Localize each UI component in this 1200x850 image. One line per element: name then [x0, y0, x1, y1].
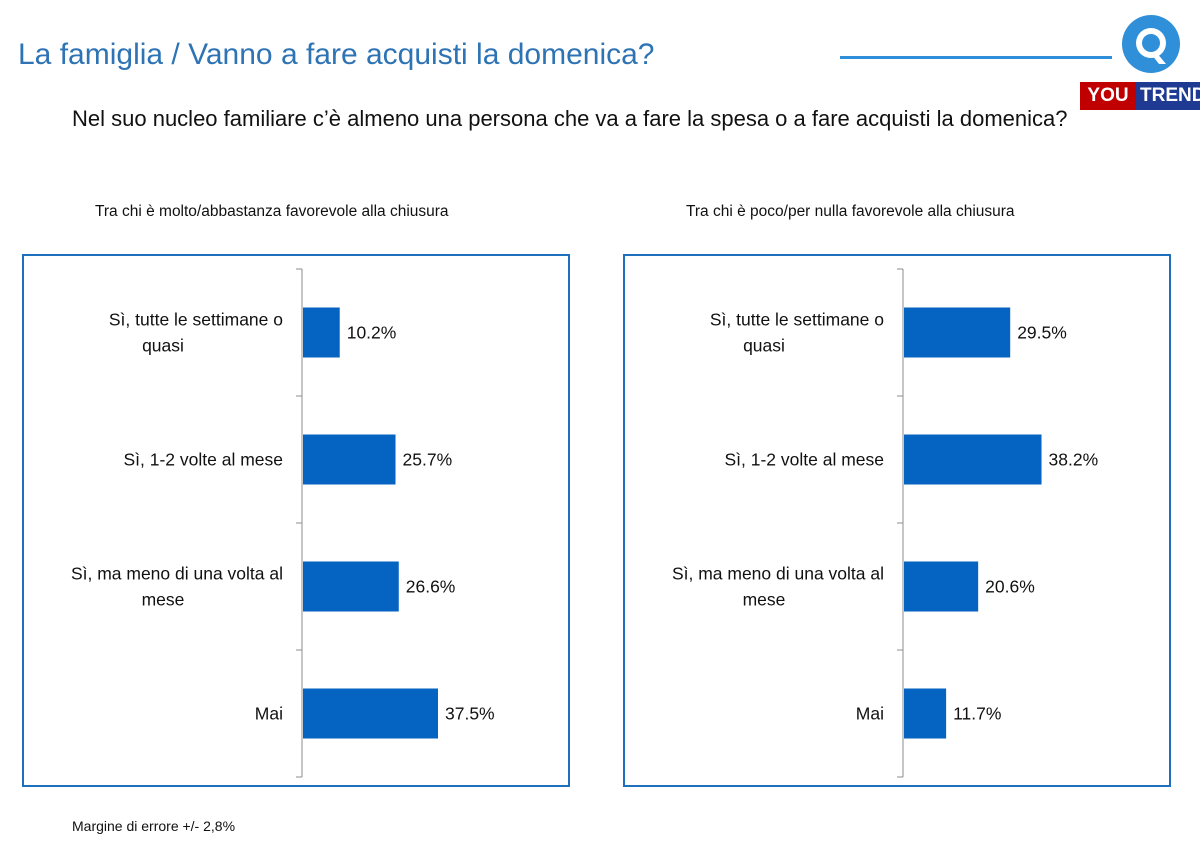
survey-question: Nel suo nucleo familiare c’è almeno una …	[72, 106, 1068, 131]
right-chart-category-label: Mai	[856, 704, 884, 724]
left-chart-value-label: 25.7%	[403, 450, 453, 470]
title-underline	[840, 56, 1112, 59]
chart-right: 29.5% Sì, tutte le settimane o quasi 38.2% S…	[672, 268, 1099, 778]
right-chart-bar	[904, 307, 1011, 358]
chart-left-panel: 10.2% Sì, tutte le settimane o quasi 25.7% S…	[22, 254, 570, 787]
logo-trend-text: TREND	[1136, 82, 1200, 110]
left-chart-bar	[303, 561, 399, 612]
error-margin-note: Margine di errore +/- 2,8%	[72, 818, 236, 834]
logo-you-text: YOU	[1080, 82, 1136, 110]
left-chart-value-label: 26.6%	[406, 577, 456, 597]
left-chart-value-label: 10.2%	[347, 323, 397, 343]
right-chart-bar	[904, 688, 947, 739]
right-chart-category-label: Sì, ma meno di una volta al mese	[672, 564, 884, 610]
right-chart-value-label: 29.5%	[1017, 323, 1067, 343]
left-chart-category-label: Sì, 1-2 volte al mese	[123, 450, 283, 470]
left-chart-bar	[303, 434, 396, 485]
chart-right-panel: 29.5% Sì, tutte le settimane o quasi 38.2% S…	[623, 254, 1171, 787]
right-chart-value-label: 20.6%	[985, 577, 1035, 597]
right-chart-bar	[904, 434, 1042, 485]
youtrend-logo: YOU TREND	[1080, 82, 1200, 110]
youtrend-q-logo-icon	[1122, 15, 1180, 73]
right-chart-value-label: 38.2%	[1049, 450, 1099, 470]
right-chart-category-label: Sì, tutte le settimane o quasi	[710, 310, 884, 356]
left-chart-bar	[303, 307, 340, 358]
chart-left: 10.2% Sì, tutte le settimane o quasi 25.7% S…	[71, 268, 495, 778]
right-chart-bar	[904, 561, 979, 612]
right-chart-value-label: 11.7%	[953, 704, 1001, 724]
chart-left-subtitle: Tra chi è molto/abbastanza favorevole al…	[95, 203, 449, 220]
left-chart-category-label: Mai	[255, 704, 283, 724]
right-chart-category-label: Sì, 1-2 volte al mese	[724, 450, 884, 470]
left-chart-category-label: Sì, tutte le settimane o quasi	[109, 310, 283, 356]
page-title: La famiglia / Vanno a fare acquisti la d…	[18, 38, 655, 71]
chart-right-subtitle: Tra chi è poco/per nulla favorevole alla…	[686, 203, 1015, 220]
left-chart-bar	[303, 688, 438, 739]
left-chart-category-label: Sì, ma meno di una volta al mese	[71, 564, 283, 610]
left-chart-value-label: 37.5%	[445, 704, 495, 724]
